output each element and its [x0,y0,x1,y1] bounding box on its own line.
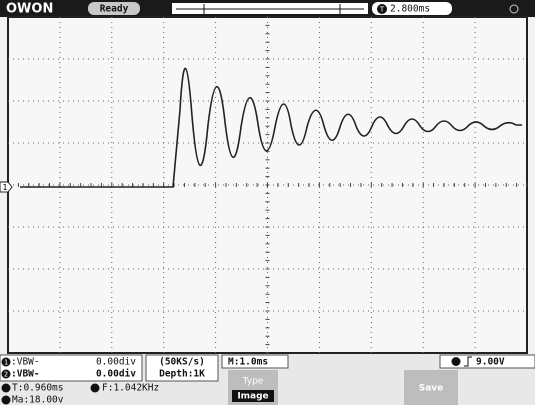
ch2-scale: 0.00div [96,369,136,380]
amplitude: Ma:18.00v [12,395,64,405]
trigger-source-icon [452,357,461,366]
oscilloscope-screen: OWON Ready T 2.800ms 1 1 :VBW- 0.00div 2… [0,0,535,405]
ch1-mode: :VBW- [11,357,40,368]
trigger-level: 9.00V [476,357,505,368]
measure-icon [2,396,11,405]
ch1-index: 1 [4,359,8,367]
trigger-time: 2.800ms [390,4,430,15]
channel-marker-label: 1 [2,183,7,192]
memory-depth: Depth:1K [159,369,205,380]
ch1-scale: 0.00div [96,357,136,368]
measure-icon [91,384,100,393]
frequency: F:1.042KHz [102,383,159,394]
timebase: M:1.0ms [228,357,268,368]
status-text: Ready [100,4,129,15]
measure-icon [2,384,11,393]
trigger-icon-label: T [379,6,385,14]
brand-logo: OWON [6,2,53,17]
sample-rate: (50KS/s) [159,357,205,368]
type-label: Type [242,377,264,387]
type-value: Image [237,392,268,402]
ch2-mode: :VBW- [11,369,40,380]
save-label: Save [419,384,444,394]
ch2-index: 2 [4,371,8,379]
period: T:0.960ms [12,383,63,394]
